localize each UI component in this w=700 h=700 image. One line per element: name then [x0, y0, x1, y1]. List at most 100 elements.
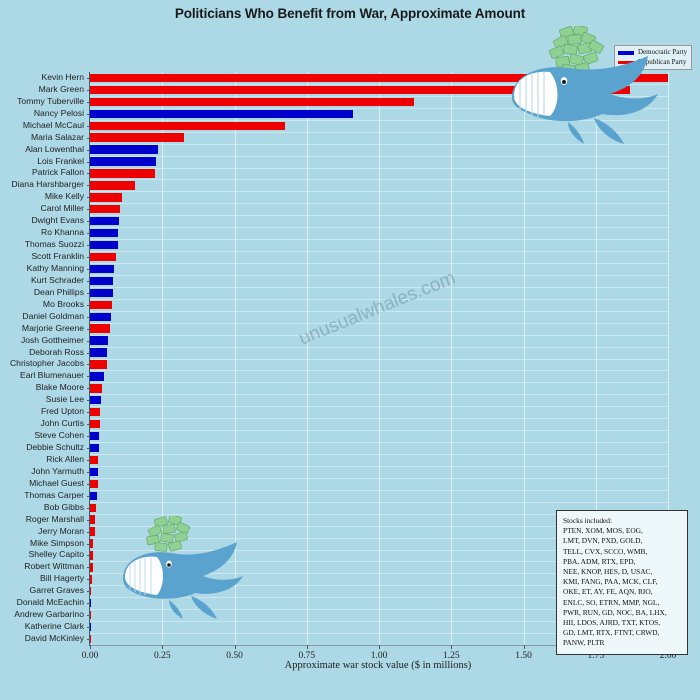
gridline-horizontal [90, 477, 668, 479]
y-axis-tick [86, 507, 90, 509]
y-axis-tick [86, 459, 90, 461]
bar [90, 563, 93, 572]
bar [90, 288, 113, 298]
y-axis-tick [86, 209, 90, 211]
y-axis-tick-label: Earl Blumenauer [19, 370, 84, 381]
bar [90, 252, 116, 262]
bar [90, 431, 100, 441]
y-axis-tick-label: Michael Guest [29, 477, 84, 488]
gridline-horizontal [90, 489, 668, 491]
gridline-horizontal [90, 513, 668, 515]
gridline-horizontal [90, 310, 668, 312]
y-axis-tick [86, 304, 90, 306]
gridline-vertical [162, 72, 164, 645]
legend-item-republican: Republican Party [618, 58, 687, 68]
gridline-horizontal [90, 119, 668, 121]
gridline-horizontal [90, 609, 668, 611]
gridline-horizontal [90, 525, 668, 527]
x-axis-tick-label: 0.50 [226, 651, 243, 661]
bar [90, 503, 96, 512]
gridline-horizontal [90, 621, 668, 623]
bar [90, 109, 353, 118]
stocks-included-box: Stocks included: PTEN, XOM, MOS, EOG, LMT… [556, 510, 688, 655]
gridline-horizontal [90, 107, 668, 109]
bar [90, 408, 101, 417]
y-axis-tick [86, 257, 90, 259]
gridline-horizontal [90, 430, 668, 432]
y-axis-tick [86, 101, 90, 103]
y-axis-tick-label: Blake Moore [35, 382, 84, 393]
bar [90, 264, 114, 274]
y-axis-tick-label: Ro Khanna [40, 227, 84, 238]
gridline-horizontal [90, 298, 668, 300]
y-axis-tick-label: Rick Allen [46, 453, 84, 464]
y-axis-tick-label: Jerry Moran [38, 525, 84, 536]
y-axis-tick-label: Shelley Capito [28, 549, 84, 560]
y-axis-tick-label: Carol Miller [40, 203, 84, 214]
x-axis-tick [162, 645, 164, 649]
gridline-horizontal [90, 454, 668, 455]
gridline-horizontal [90, 585, 668, 587]
y-axis-tick-label: John Curtis [40, 418, 84, 429]
gridline-vertical [523, 72, 525, 645]
stocks-included-line: ENLC, SO, ETRN, MMP, NGL, [563, 597, 660, 607]
gridline-horizontal [90, 155, 668, 157]
bar [90, 169, 156, 178]
gridline-horizontal [90, 382, 668, 384]
y-axis-tick-label: Robert Wittman [24, 561, 84, 572]
stocks-included-line: NEE, KNOP, HES, D, USAC, [563, 567, 653, 577]
gridline-vertical [306, 72, 308, 645]
gridline-horizontal [90, 501, 668, 503]
bar [90, 121, 286, 130]
y-axis-tick [86, 245, 90, 247]
gridline-horizontal [90, 83, 668, 85]
y-axis-tick [86, 471, 90, 473]
y-axis-tick [86, 519, 90, 521]
gridline-horizontal [90, 95, 668, 97]
y-axis-tick-label: Michael McCaul [22, 119, 84, 130]
gridline-horizontal [90, 322, 668, 324]
y-axis-tick [86, 483, 90, 485]
bar [90, 312, 111, 321]
x-axis-tick [90, 645, 91, 649]
y-axis-tick-label: Patrick Fallon [31, 167, 84, 178]
bar [90, 300, 112, 309]
bar [90, 610, 92, 620]
y-axis-tick-label: Andrew Garbarino [14, 609, 84, 620]
bar [90, 539, 94, 548]
gridline-horizontal [90, 239, 668, 241]
y-axis-tick-label: Roger Marshall [25, 513, 84, 524]
y-axis-tick [86, 197, 90, 199]
y-axis-tick-label: Scott Franklin [31, 251, 84, 262]
bar [90, 145, 158, 154]
bar [90, 348, 108, 357]
y-axis-tick-label: Donald McEachin [16, 597, 84, 608]
bar [90, 455, 99, 465]
bar [90, 324, 111, 333]
y-axis-labels: Kevin Hern Mark Green Tommy Tuberville Nanc… [0, 72, 84, 645]
y-axis-tick [86, 615, 90, 617]
x-axis-tick [306, 645, 308, 649]
y-axis-tick-label: Garret Graves [29, 585, 84, 596]
gridline-horizontal [90, 465, 668, 467]
y-axis-tick [86, 89, 90, 91]
y-axis-tick [86, 591, 90, 593]
y-axis-tick-label: David McKinley [24, 633, 84, 644]
gridline-horizontal [90, 191, 668, 193]
gridline-vertical [668, 72, 669, 645]
y-axis-tick-label: Thomas Suozzi [24, 239, 84, 250]
x-axis-tick [451, 645, 453, 649]
gridline-horizontal [90, 179, 668, 181]
y-axis-tick [86, 268, 90, 270]
x-axis-tick-label: 2.00 [659, 651, 677, 661]
gridline-vertical [451, 72, 453, 645]
y-axis-tick-label: Nancy Pelosi [33, 107, 84, 118]
gridline-vertical [595, 72, 597, 645]
y-axis-tick [86, 603, 90, 605]
gridline-horizontal [90, 561, 668, 563]
legend: Democratic Party Republican Party [614, 45, 693, 70]
y-axis-tick-label: Dean Phillips [33, 286, 84, 297]
gridline-horizontal [90, 286, 668, 288]
y-axis-tick [86, 233, 90, 235]
bar [90, 527, 95, 536]
